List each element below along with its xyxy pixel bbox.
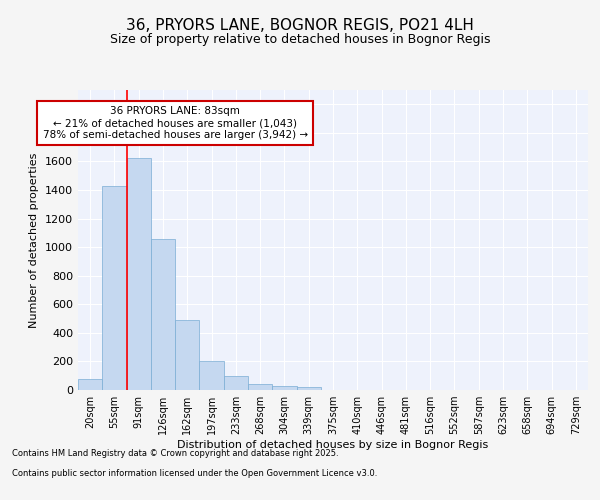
Text: 36, PRYORS LANE, BOGNOR REGIS, PO21 4LH: 36, PRYORS LANE, BOGNOR REGIS, PO21 4LH bbox=[126, 18, 474, 32]
Text: Contains public sector information licensed under the Open Government Licence v3: Contains public sector information licen… bbox=[12, 468, 377, 477]
Y-axis label: Number of detached properties: Number of detached properties bbox=[29, 152, 40, 328]
Bar bbox=[272, 386, 296, 390]
Text: Contains HM Land Registry data © Crown copyright and database right 2025.: Contains HM Land Registry data © Crown c… bbox=[12, 448, 338, 458]
Bar bbox=[78, 378, 102, 390]
Bar bbox=[296, 387, 321, 390]
X-axis label: Distribution of detached houses by size in Bognor Regis: Distribution of detached houses by size … bbox=[178, 440, 488, 450]
Text: Size of property relative to detached houses in Bognor Regis: Size of property relative to detached ho… bbox=[110, 32, 490, 46]
Text: 36 PRYORS LANE: 83sqm
← 21% of detached houses are smaller (1,043)
78% of semi-d: 36 PRYORS LANE: 83sqm ← 21% of detached … bbox=[43, 106, 308, 140]
Bar bbox=[224, 376, 248, 390]
Bar bbox=[248, 384, 272, 390]
Bar bbox=[151, 240, 175, 390]
Bar bbox=[175, 320, 199, 390]
Bar bbox=[199, 360, 224, 390]
Bar bbox=[127, 158, 151, 390]
Bar bbox=[102, 186, 127, 390]
